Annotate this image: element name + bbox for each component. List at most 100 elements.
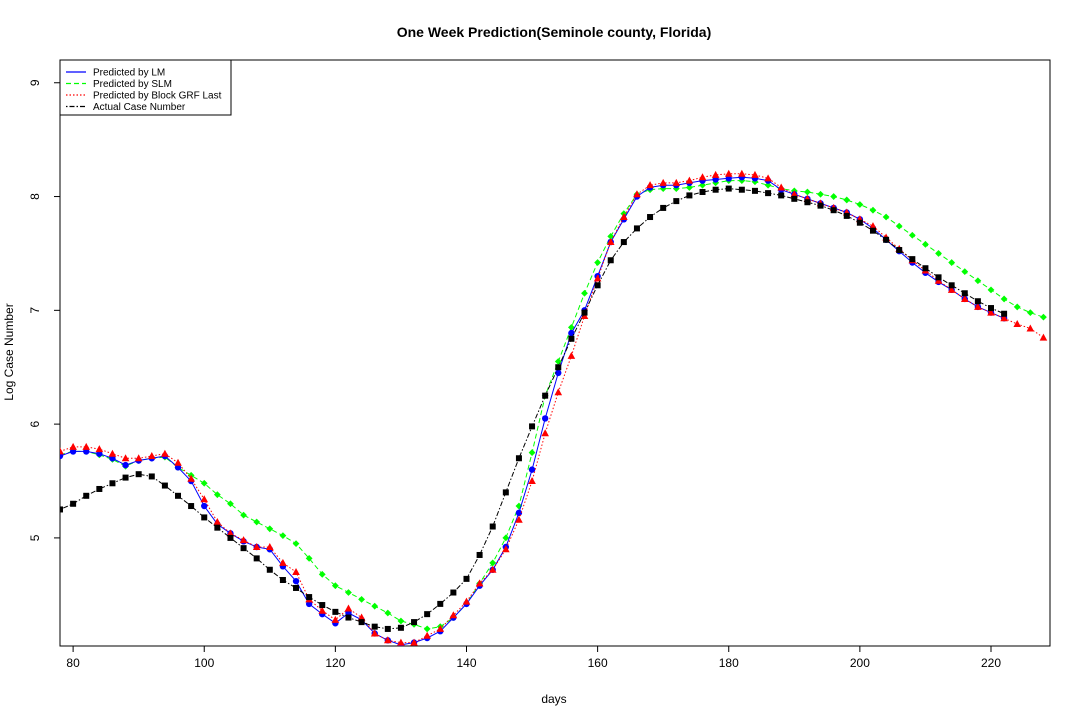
data-point (948, 259, 956, 266)
data-point (606, 238, 615, 246)
data-point (200, 479, 208, 487)
data-point (961, 268, 969, 276)
data-point (292, 540, 300, 547)
data-point (790, 190, 799, 198)
data-point (751, 187, 758, 194)
data-point (239, 536, 248, 544)
data-point (109, 480, 116, 487)
data-point (358, 619, 365, 626)
data-point (384, 625, 391, 632)
data-point (437, 600, 444, 607)
legend-item-predicted-by-slm: Predicted by SLM (93, 79, 172, 90)
data-point (213, 517, 222, 525)
data-point (1000, 295, 1008, 303)
data-point (226, 529, 235, 537)
data-point (791, 195, 798, 202)
x-tick-label: 180 (719, 656, 739, 670)
data-point (1013, 319, 1022, 327)
data-point (96, 485, 103, 492)
data-point (214, 524, 221, 531)
data-point (909, 256, 916, 263)
series-layer (60, 169, 1048, 646)
data-point (935, 250, 942, 257)
data-point (371, 602, 379, 610)
data-point (450, 589, 457, 596)
data-point (922, 265, 929, 272)
data-point (698, 173, 707, 181)
data-point (817, 202, 824, 209)
data-point (345, 614, 352, 621)
series-predicted-by-block-grf-last (60, 169, 1048, 646)
data-point (384, 609, 392, 617)
data-point (987, 308, 995, 316)
data-point (738, 186, 745, 193)
data-point (253, 518, 261, 526)
data-point (869, 227, 876, 234)
data-point (620, 213, 628, 221)
data-point (370, 629, 379, 637)
data-point (751, 170, 759, 178)
data-point (318, 570, 326, 578)
data-point (1001, 310, 1008, 317)
series-predicted-by-slm (60, 177, 1047, 633)
data-point (122, 461, 129, 469)
data-point (699, 188, 706, 195)
data-point (974, 298, 981, 305)
data-point (869, 222, 877, 230)
data-point (252, 543, 261, 551)
data-point (384, 636, 392, 644)
data-point (463, 575, 470, 582)
data-point (397, 638, 405, 646)
data-point (462, 597, 471, 605)
data-point (856, 201, 864, 208)
data-point (423, 631, 431, 639)
data-point (213, 491, 221, 499)
data-point (306, 594, 313, 601)
data-point (357, 613, 366, 621)
data-point (279, 532, 287, 540)
data-point (489, 523, 496, 530)
data-point (200, 495, 209, 503)
data-point (488, 565, 497, 573)
data-point (567, 323, 575, 331)
data-point (633, 190, 641, 198)
data-point (817, 190, 824, 198)
data-point (358, 595, 365, 603)
data-point (659, 178, 667, 186)
data-point (371, 623, 378, 630)
data-point (240, 545, 247, 552)
data-point (935, 274, 942, 281)
data-point (541, 415, 549, 422)
x-tick-label: 100 (194, 656, 214, 670)
data-point (895, 222, 903, 230)
data-point (581, 289, 588, 297)
legend-item-predicted-by-lm: Predicted by LM (93, 68, 165, 79)
data-point (711, 170, 720, 178)
data-point (279, 558, 287, 566)
data-point (175, 492, 182, 499)
data-point (292, 577, 300, 585)
data-point (135, 471, 142, 478)
data-point (411, 619, 418, 626)
data-point (502, 534, 510, 542)
data-point (331, 582, 339, 590)
data-point (699, 181, 706, 189)
y-axis: 5 6 7 8 9 (28, 79, 60, 541)
data-point (974, 277, 982, 285)
data-point (555, 364, 562, 371)
data-point (778, 192, 785, 199)
data-point (724, 169, 733, 177)
series-predicted-by-lm (60, 174, 1008, 646)
chart-title: One Week Prediction(Seminole county, Flo… (397, 24, 712, 40)
data-point (187, 474, 195, 482)
data-point (856, 219, 863, 226)
data-point (502, 489, 509, 496)
data-point (765, 190, 772, 197)
data-point (567, 351, 576, 359)
data-point (108, 449, 117, 457)
data-point (686, 192, 693, 199)
data-point (1013, 303, 1021, 311)
data-point (712, 186, 719, 193)
y-axis-label: Log Case Number (2, 303, 16, 400)
